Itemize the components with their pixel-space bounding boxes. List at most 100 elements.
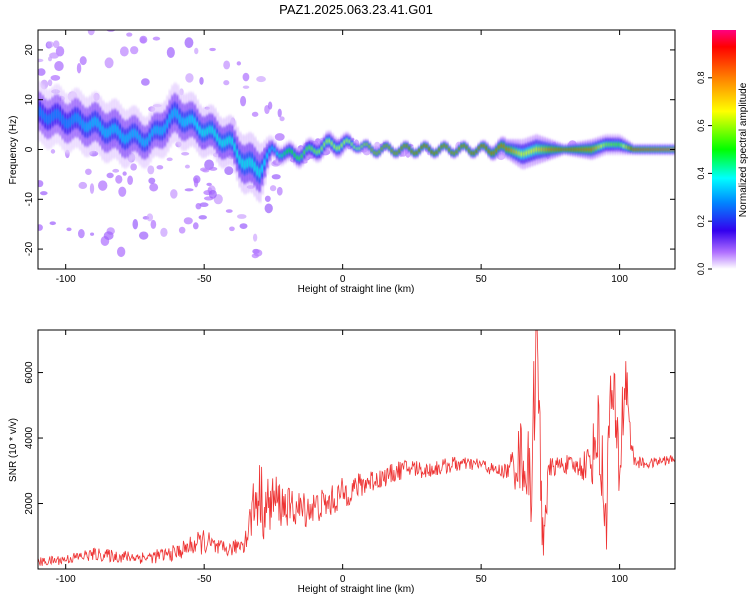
spectrogram-x-tick-label: 100 bbox=[611, 274, 628, 285]
spectrogram-cell bbox=[238, 155, 242, 165]
spectrogram-blob bbox=[256, 76, 266, 83]
spectrogram-cell bbox=[485, 147, 489, 150]
colorbar-tick-label: 0.0 bbox=[696, 263, 706, 276]
spectrogram-cell bbox=[101, 125, 105, 136]
spectrogram-cell bbox=[315, 150, 319, 154]
spectrogram-blob bbox=[184, 37, 194, 49]
spectrogram-cell bbox=[323, 142, 327, 146]
spectrogram-cell bbox=[266, 152, 269, 159]
spectrogram-cell bbox=[318, 149, 322, 154]
spectrogram-cell bbox=[134, 128, 137, 138]
spectrogram-cell bbox=[111, 124, 115, 134]
spectrogram-cell bbox=[517, 151, 521, 156]
spectrogram-blob bbox=[126, 32, 133, 37]
spectrogram-cell bbox=[196, 121, 199, 131]
spectrogram-blob bbox=[106, 30, 116, 32]
spectrogram-blob bbox=[236, 214, 247, 219]
spectrogram-cell bbox=[460, 145, 464, 147]
spectrogram-cell bbox=[649, 148, 653, 151]
spectrogram-blob bbox=[146, 213, 154, 222]
spectrogram-blob bbox=[279, 116, 285, 122]
spectrogram-cell bbox=[595, 146, 598, 150]
spectrogram-cell bbox=[81, 119, 85, 130]
spectrogram-cell bbox=[116, 125, 120, 136]
spectrogram-blob bbox=[183, 217, 193, 225]
spectrogram-cell bbox=[398, 150, 401, 152]
spectrogram-cell bbox=[443, 144, 446, 147]
spectrogram-cell bbox=[281, 153, 284, 158]
spectrogram-blob bbox=[224, 166, 234, 176]
snr-frame bbox=[37, 329, 676, 570]
spectrogram-cell bbox=[258, 168, 262, 178]
spectrogram-cell bbox=[49, 113, 52, 124]
snr-x-tick-label: 50 bbox=[476, 574, 488, 585]
spectrogram-blob bbox=[112, 168, 120, 173]
spectrogram-cell bbox=[577, 148, 581, 151]
snr-panel: -100 -50 0 50 100 2000 4000 6000 Height of stra… bbox=[8, 329, 676, 595]
spectrogram-blob bbox=[277, 108, 282, 118]
spectrogram-x-tick-label: -50 bbox=[197, 274, 212, 285]
spectrogram-cell bbox=[59, 111, 62, 121]
spectrogram-cell bbox=[283, 151, 287, 156]
spectrogram-cell bbox=[56, 109, 60, 119]
spectrogram-blob bbox=[184, 164, 190, 169]
spectrogram-cell bbox=[218, 137, 222, 146]
spectrogram-cell bbox=[121, 132, 125, 143]
spectrogram-blob bbox=[147, 165, 155, 175]
spectrogram-cell bbox=[221, 139, 224, 148]
spectrogram-blob bbox=[113, 13, 120, 23]
spectrogram-cell bbox=[587, 147, 591, 152]
spectrogram-cell bbox=[243, 159, 247, 170]
spectrogram-cell bbox=[363, 143, 366, 146]
spectrogram-cell bbox=[385, 144, 389, 147]
spectrogram-cell bbox=[64, 118, 67, 128]
spectrogram-cell bbox=[540, 147, 543, 152]
spectrogram-cell bbox=[278, 154, 282, 158]
spectrogram-blob bbox=[118, 186, 127, 197]
spectrogram-cell bbox=[353, 146, 356, 149]
spectrogram-cell bbox=[176, 109, 179, 120]
spectrogram-cell bbox=[263, 158, 267, 167]
spectrogram-cell bbox=[201, 128, 204, 137]
spectrogram-cell bbox=[477, 147, 481, 149]
spectrogram-blob bbox=[223, 60, 231, 70]
spectrogram-blob bbox=[148, 177, 156, 184]
spectrogram-blob bbox=[85, 168, 92, 175]
spectrogram-cell bbox=[520, 151, 523, 157]
spectrogram-blob bbox=[76, 62, 82, 74]
spectrogram-cell bbox=[343, 140, 346, 144]
spectrogram-cell bbox=[505, 147, 509, 151]
spectrogram-cell bbox=[620, 143, 623, 147]
spectrogram-cell bbox=[330, 141, 334, 146]
spectrogram-blob bbox=[269, 185, 277, 192]
spectrogram-cell bbox=[605, 142, 608, 147]
spectrogram-cell bbox=[430, 151, 434, 153]
snr-series-line bbox=[38, 330, 675, 566]
spectrogram-cell bbox=[480, 144, 484, 147]
spectrogram-cell bbox=[632, 148, 636, 151]
spectrogram-cell bbox=[390, 149, 394, 152]
snr-x-tick-label: 0 bbox=[340, 574, 346, 585]
spectrogram-cell bbox=[178, 114, 182, 124]
spectrogram-cell bbox=[143, 138, 147, 147]
spectrogram-cell bbox=[468, 149, 471, 152]
spectrogram-blob bbox=[79, 56, 87, 66]
spectrogram-marks bbox=[38, 13, 675, 259]
spectrogram-cell bbox=[301, 154, 304, 158]
spectrogram-blob bbox=[66, 227, 72, 232]
spectrogram-cell bbox=[370, 149, 374, 151]
spectrogram-blob bbox=[242, 72, 250, 82]
spectrogram-blob bbox=[271, 174, 281, 180]
spectrogram-cell bbox=[119, 129, 122, 139]
spectrogram-cell bbox=[39, 107, 42, 117]
spectrogram-blob bbox=[150, 219, 157, 229]
spectrogram-cell bbox=[607, 142, 611, 147]
spectrogram-cell bbox=[647, 148, 651, 151]
spectrogram-cell bbox=[91, 117, 95, 128]
figure-title: PAZ1.2025.063.23.41.G01 bbox=[279, 2, 433, 17]
spectrogram-cell bbox=[420, 146, 424, 149]
spectrogram-cell bbox=[625, 145, 628, 149]
spectrogram-blob bbox=[193, 177, 199, 188]
spectrogram-cell bbox=[293, 153, 297, 157]
spectrogram-cell bbox=[246, 158, 249, 169]
